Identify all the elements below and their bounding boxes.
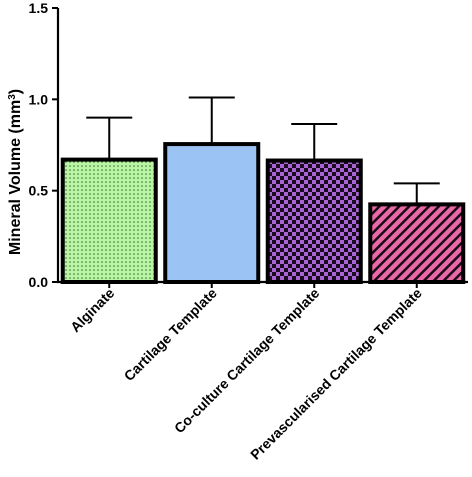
x-axis xyxy=(57,280,468,288)
bar xyxy=(60,157,158,284)
error-bars xyxy=(86,96,440,205)
y-axis-label-superscript: 3 xyxy=(7,94,18,100)
x-tick-label: Prevascularised Cartilage Template xyxy=(247,285,425,463)
bar xyxy=(368,202,466,284)
y-tick-label: 0.5 xyxy=(29,183,49,199)
bar xyxy=(163,142,261,284)
x-tick-label: Cartilage Template xyxy=(121,285,220,384)
y-axis xyxy=(52,7,60,283)
x-tick-label: Alginate xyxy=(67,285,118,336)
y-tick-label: 1.0 xyxy=(29,91,49,107)
y-axis-label: Mineral Volume (mm3) xyxy=(7,89,25,255)
y-tick-label: 1.5 xyxy=(29,0,49,16)
y-axis-label-prefix: Mineral Volume (mm xyxy=(7,100,24,255)
y-axis-label-suffix: ) xyxy=(7,89,24,94)
y-tick-label: 0.0 xyxy=(29,274,49,290)
bar xyxy=(265,158,363,285)
bars xyxy=(60,142,466,285)
y-tick-labels: 0.0 0.5 1.0 1.5 xyxy=(29,0,49,290)
